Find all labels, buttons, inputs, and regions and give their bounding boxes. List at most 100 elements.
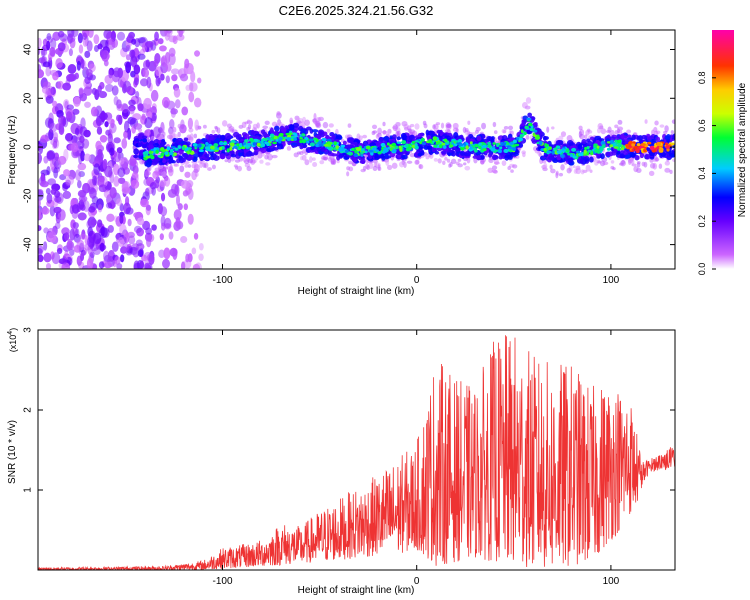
heatmap-cell bbox=[469, 146, 473, 150]
heatmap-cell bbox=[90, 218, 98, 226]
heatmap-cell bbox=[528, 123, 533, 127]
heatmap-cell bbox=[271, 154, 278, 159]
heatmap-cell bbox=[197, 125, 202, 130]
heatmap-cell bbox=[77, 162, 87, 171]
heatmap-cell bbox=[181, 106, 189, 116]
heatmap-cell bbox=[300, 155, 304, 161]
heatmap-cell bbox=[154, 31, 159, 42]
heatmap-cell bbox=[137, 141, 143, 147]
heatmap-cell bbox=[176, 33, 185, 41]
heatmap-cell bbox=[317, 129, 325, 136]
heatmap-cell bbox=[252, 142, 257, 146]
heatmap-cell bbox=[443, 138, 448, 143]
heatmap-cell bbox=[646, 136, 652, 141]
heatmap-cell bbox=[606, 147, 611, 151]
heatmap-cell bbox=[54, 196, 62, 203]
heatmap-cell bbox=[653, 126, 658, 133]
heatmap-cell bbox=[335, 134, 342, 140]
heatmap-cell bbox=[218, 141, 224, 146]
heatmap-cell bbox=[359, 160, 366, 164]
heatmap-cell bbox=[507, 165, 512, 171]
heatmap-cell bbox=[399, 161, 405, 168]
heatmap-cell bbox=[175, 216, 181, 229]
heatmap-cell bbox=[309, 128, 314, 134]
heatmap-cell bbox=[396, 136, 402, 141]
heatmap-cell bbox=[328, 146, 334, 150]
heatmap-cell bbox=[347, 123, 352, 128]
heatmap-cell bbox=[316, 146, 321, 152]
heatmap-cell bbox=[211, 164, 216, 170]
heatmap-cell bbox=[49, 69, 59, 76]
colorbar-gradient bbox=[712, 30, 734, 269]
heatmap-cell bbox=[80, 253, 85, 261]
heatmap-cell bbox=[86, 257, 94, 269]
heatmap-cell bbox=[224, 159, 229, 163]
heatmap-cell bbox=[144, 153, 149, 157]
heatmap-cell bbox=[202, 163, 207, 168]
heatmap-cell bbox=[304, 159, 310, 166]
heatmap-cell bbox=[89, 74, 96, 81]
heatmap-cell bbox=[382, 121, 386, 127]
heatmap-cell bbox=[378, 155, 385, 159]
heatmap-cell bbox=[196, 138, 202, 145]
heatmap-cell bbox=[425, 155, 430, 160]
heatmap-cell bbox=[137, 103, 144, 112]
heatmap-cell bbox=[560, 158, 566, 163]
y-scale-exponent: 4 bbox=[7, 331, 14, 335]
heatmap-cell bbox=[99, 134, 108, 143]
heatmap-cell bbox=[468, 138, 474, 143]
heatmap-cell bbox=[510, 169, 514, 173]
heatmap-cell bbox=[440, 122, 445, 129]
heatmap-cell bbox=[88, 206, 96, 213]
heatmap-cell bbox=[108, 69, 113, 79]
heatmap-cell bbox=[109, 147, 115, 156]
heatmap-cell bbox=[587, 149, 592, 153]
heatmap-cell bbox=[548, 146, 552, 150]
heatmap-cell bbox=[52, 141, 57, 150]
heatmap-cell bbox=[260, 147, 267, 154]
heatmap-cell bbox=[246, 119, 251, 123]
heatmap-cell bbox=[66, 133, 73, 143]
heatmap-cell bbox=[192, 142, 198, 147]
heatmap-cell bbox=[116, 99, 122, 109]
heatmap-cell bbox=[264, 120, 270, 126]
heatmap-cell bbox=[538, 140, 543, 146]
heatmap-cell bbox=[136, 217, 145, 226]
heatmap-cell bbox=[150, 89, 159, 102]
heatmap-cell bbox=[55, 58, 63, 69]
heatmap-cell bbox=[45, 66, 51, 77]
heatmap-cell bbox=[386, 164, 393, 170]
heatmap-cells bbox=[38, 30, 675, 269]
heatmap-cell bbox=[164, 151, 169, 155]
heatmap-cell bbox=[190, 70, 196, 83]
heatmap-cell bbox=[50, 86, 56, 96]
y-scale-close: ) bbox=[8, 328, 18, 331]
heatmap-cell bbox=[200, 138, 206, 143]
heatmap-cell bbox=[525, 134, 530, 140]
heatmap-cell bbox=[229, 146, 233, 151]
heatmap-cell bbox=[191, 247, 197, 255]
heatmap-cell bbox=[49, 205, 56, 217]
heatmap-cell bbox=[157, 38, 164, 45]
heatmap-cell bbox=[51, 252, 61, 265]
heatmap-cell bbox=[49, 46, 56, 57]
heatmap-cell bbox=[172, 126, 177, 133]
heatmap-cell bbox=[321, 137, 327, 142]
heatmap-cell bbox=[153, 143, 160, 148]
heatmap-cell bbox=[370, 151, 374, 156]
heatmap-cell bbox=[658, 163, 663, 169]
heatmap-cell bbox=[97, 85, 102, 93]
heatmap-cell bbox=[322, 156, 329, 161]
heatmap-cell bbox=[475, 127, 481, 132]
heatmap-cell bbox=[145, 187, 150, 197]
heatmap-cell bbox=[441, 142, 446, 146]
heatmap-cell bbox=[409, 129, 416, 134]
heatmap-cell bbox=[296, 151, 302, 155]
heatmap-cell bbox=[524, 125, 530, 130]
heatmap-cell bbox=[213, 143, 219, 147]
heatmap-cell bbox=[478, 145, 482, 150]
heatmap-cell bbox=[664, 135, 670, 140]
heatmap-cell bbox=[582, 153, 588, 156]
heatmap-cell bbox=[148, 144, 154, 150]
heatmap-cell bbox=[631, 148, 635, 152]
